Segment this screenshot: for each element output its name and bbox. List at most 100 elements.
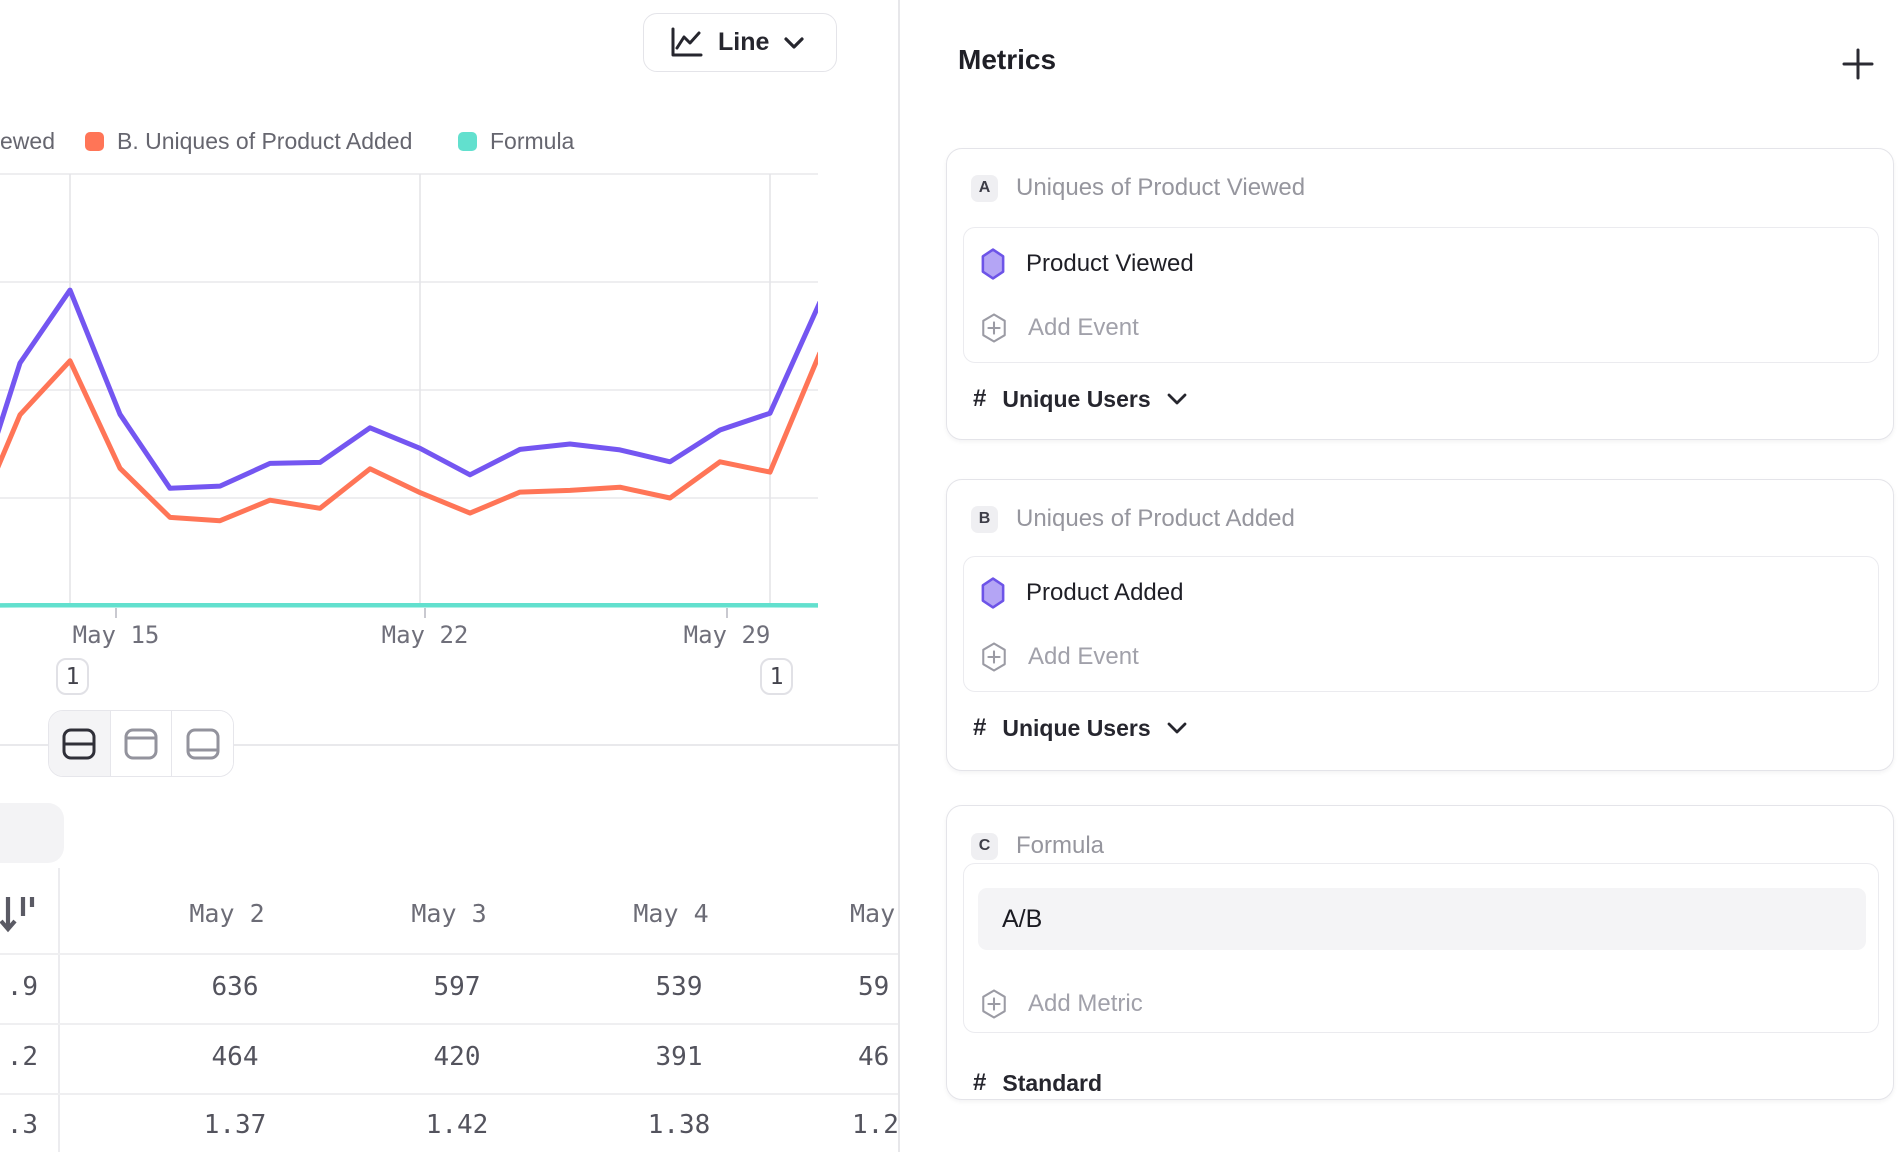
add-event-hexagon-plus-icon [982, 642, 1006, 672]
add-metric-label: Add Metric [1028, 990, 1143, 1017]
formula-input[interactable]: A/B [978, 888, 1866, 950]
table-header-may2[interactable]: May 2 [189, 899, 265, 928]
x-axis-label: May 15 [72, 621, 160, 649]
chart-type-label: Line [718, 28, 770, 56]
metric-title: Formula [1016, 832, 1105, 859]
table-cell: 636 [211, 972, 259, 1002]
event-block: Product Viewed Add Event [963, 227, 1879, 363]
chart-and-table-region: Line ewed B. Uniques of Product Added Fo… [0, 0, 898, 1152]
x-axis-label: May 29 [683, 621, 771, 649]
table-header-may3[interactable]: May 3 [411, 899, 487, 928]
line-chart-icon [671, 27, 703, 56]
measure-label: Unique Users [1002, 714, 1151, 741]
table-column-divider [58, 868, 60, 1152]
chevron-down-icon [1167, 722, 1187, 734]
product-viewed-series-line [0, 287, 818, 491]
table-cell-partial: 46 [858, 1042, 890, 1072]
split-view-button[interactable] [49, 711, 111, 776]
table-cell: 1.37 [203, 1110, 267, 1140]
legend-label: ewed [0, 127, 55, 154]
annotation-badge[interactable]: 1 [760, 658, 793, 695]
measure-selector[interactable]: # Standard [973, 1068, 1102, 1098]
product-added-series-line [0, 351, 818, 524]
formula-expression: A/B [1002, 904, 1043, 933]
layout-toggle [48, 710, 234, 777]
overall-cell-partial: .9 [6, 972, 38, 1002]
table-row-divider [0, 1093, 898, 1095]
table-header-may5-cut[interactable]: May [850, 899, 896, 928]
chart-legend: ewed B. Uniques of Product Added Formula [0, 126, 898, 156]
table-cell: 597 [433, 972, 481, 1002]
add-metric-hexagon-plus-icon [982, 989, 1006, 1019]
number-symbol: # [973, 385, 987, 412]
table-corner-pill[interactable] [0, 803, 64, 863]
legend-swatch-teal [458, 131, 477, 151]
formula-block: A/B Add Metric [963, 863, 1879, 1033]
add-event-row[interactable]: Add Event [980, 310, 1862, 346]
bottom-panel-layout-icon [186, 728, 220, 759]
event-hexagon-icon [981, 577, 1005, 609]
event-name: Product Viewed [1026, 250, 1194, 277]
add-event-hexagon-plus-icon [982, 313, 1006, 343]
table-row-divider [0, 953, 898, 955]
overall-cell-partial: .3 [6, 1110, 38, 1140]
legend-label: B. Uniques of Product Added [117, 127, 413, 154]
annotation-badge[interactable]: 1 [56, 658, 89, 695]
metric-card-a: A Uniques of Product Viewed Product View… [946, 148, 1894, 440]
measure-selector[interactable]: # Unique Users [973, 384, 1187, 414]
table-cell: 539 [655, 972, 703, 1002]
legend-label: Formula [490, 127, 575, 154]
chart-type-selector[interactable]: Line [643, 13, 837, 72]
legend-item-formula[interactable]: Formula [458, 126, 574, 156]
section-divider [0, 744, 898, 746]
measure-selector[interactable]: # Unique Users [973, 713, 1187, 743]
top-panel-layout-icon [124, 728, 158, 759]
top-panel-view-button[interactable] [110, 711, 173, 776]
sort-descending-icon[interactable] [0, 894, 36, 936]
measure-label: Unique Users [1002, 385, 1151, 412]
table-cell: 391 [655, 1042, 703, 1072]
table-cell: 1.38 [647, 1110, 711, 1140]
axis-ticks [115, 608, 728, 618]
x-axis-label: May 22 [381, 621, 469, 649]
horizontal-gridlines [0, 173, 818, 607]
metric-badge-b: B [971, 505, 998, 533]
metric-title: Uniques of Product Viewed [1016, 174, 1306, 201]
chevron-down-icon [784, 36, 805, 49]
table-cell: 464 [211, 1042, 259, 1072]
measure-label: Standard [1002, 1069, 1103, 1096]
line-chart[interactable] [0, 170, 818, 625]
table-cell-partial: 1.2 [852, 1110, 898, 1140]
table-header-may4[interactable]: May 4 [633, 899, 709, 928]
metric-badge-a: A [971, 174, 998, 202]
metric-card-c: C Formula A/B Add Metric # Standard [946, 805, 1894, 1100]
event-row-product-added[interactable]: Product Added [980, 575, 1862, 611]
table-cell: 1.42 [425, 1110, 489, 1140]
metric-card-b: B Uniques of Product Added Product Added… [946, 479, 1894, 771]
table-cell: 420 [433, 1042, 481, 1072]
event-block: Product Added Add Event [963, 556, 1879, 692]
event-hexagon-icon [981, 248, 1005, 280]
metric-badge-c: C [971, 832, 998, 860]
vertical-gridlines [69, 174, 771, 606]
chevron-down-icon [1167, 393, 1187, 405]
add-event-label: Add Event [1028, 643, 1139, 670]
number-symbol: # [973, 714, 987, 741]
overall-cell-partial: .2 [6, 1042, 38, 1072]
number-symbol: # [973, 1069, 987, 1096]
table-cell-partial: 59 [858, 972, 890, 1002]
legend-item-a-truncated[interactable]: ewed [0, 126, 55, 156]
split-layout-icon [62, 728, 96, 759]
metrics-panel-title: Metrics [958, 44, 1057, 75]
add-metric-plus-icon[interactable] [1840, 46, 1876, 82]
panel-divider [898, 0, 900, 1152]
metric-title: Uniques of Product Added [1016, 505, 1295, 532]
event-row-product-viewed[interactable]: Product Viewed [980, 246, 1862, 282]
add-event-row[interactable]: Add Event [980, 639, 1862, 675]
legend-item-b[interactable]: B. Uniques of Product Added [85, 126, 412, 156]
bottom-panel-view-button[interactable] [172, 711, 233, 776]
add-event-label: Add Event [1028, 314, 1139, 341]
legend-swatch-orange [85, 131, 104, 151]
add-metric-row[interactable]: Add Metric [980, 986, 1862, 1022]
